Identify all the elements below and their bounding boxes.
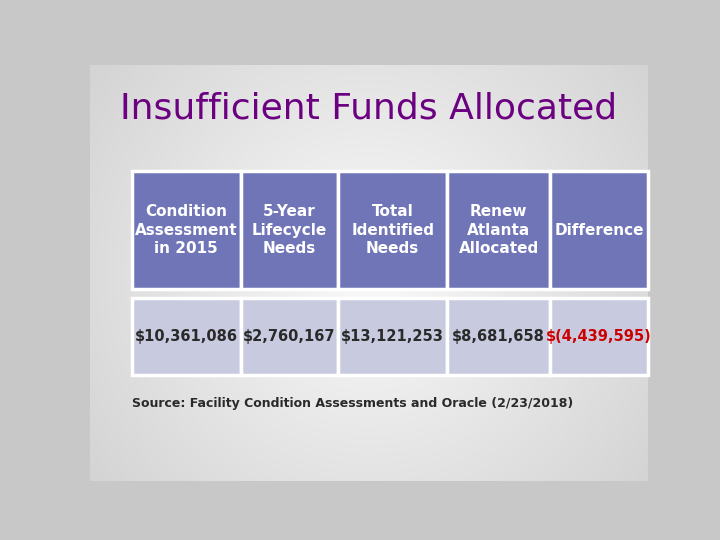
FancyBboxPatch shape [338,171,447,289]
Text: Condition
Assessment
in 2015: Condition Assessment in 2015 [135,204,238,256]
FancyBboxPatch shape [550,298,648,375]
Text: $8,681,658: $8,681,658 [452,329,545,343]
FancyBboxPatch shape [240,171,338,289]
FancyBboxPatch shape [447,298,550,375]
FancyBboxPatch shape [550,171,648,289]
Text: $13,121,253: $13,121,253 [341,329,444,343]
Text: $10,361,086: $10,361,086 [135,329,238,343]
Text: Difference: Difference [554,222,644,238]
Text: Source: Facility Condition Assessments and Oracle (2/23/2018): Source: Facility Condition Assessments a… [132,397,573,410]
Text: Renew
Atlanta
Allocated: Renew Atlanta Allocated [459,204,539,256]
FancyBboxPatch shape [132,298,240,375]
Text: 5-Year
Lifecycle
Needs: 5-Year Lifecycle Needs [252,204,327,256]
FancyBboxPatch shape [240,298,338,375]
FancyBboxPatch shape [132,171,240,289]
FancyBboxPatch shape [338,298,447,375]
Text: $(4,439,595): $(4,439,595) [546,329,652,343]
Text: Total
Identified
Needs: Total Identified Needs [351,204,434,256]
Text: Insufficient Funds Allocated: Insufficient Funds Allocated [120,91,618,125]
FancyBboxPatch shape [447,171,550,289]
Text: $2,760,167: $2,760,167 [243,329,336,343]
